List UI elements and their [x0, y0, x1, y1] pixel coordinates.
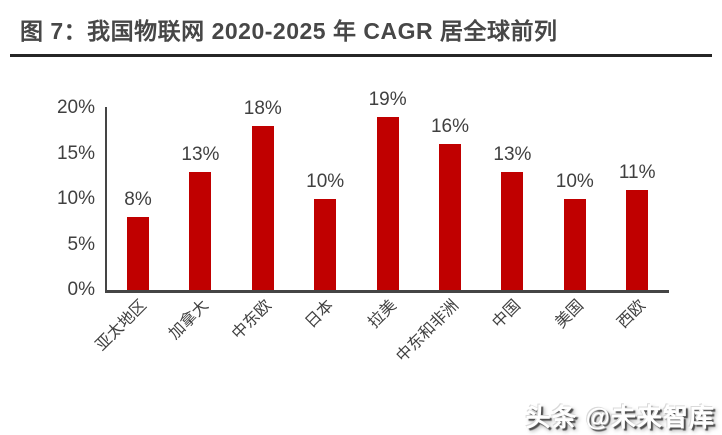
- y-tick-label: 10%: [56, 188, 95, 209]
- bar: [626, 189, 649, 290]
- bar: [563, 199, 586, 290]
- bar-value-label: 10%: [306, 171, 345, 192]
- y-tick-label: 20%: [56, 97, 95, 118]
- bar-value-label: 16%: [430, 116, 470, 138]
- figure-title: 图 7：我国物联网 2020-2025 年 CAGR 居全球前列: [20, 18, 558, 44]
- bar: [314, 199, 337, 290]
- x-tick-label: 西欧: [503, 297, 650, 332]
- bar-value-label: 18%: [243, 98, 282, 120]
- y-tick-label: 15%: [56, 142, 95, 164]
- bar: [189, 171, 212, 290]
- title-underline: [10, 54, 712, 57]
- bar-value-label: 13%: [181, 143, 220, 165]
- bar: [439, 144, 461, 290]
- bar-value-label: 8%: [124, 189, 152, 211]
- bar: [376, 117, 399, 290]
- bar-value-label: 19%: [368, 89, 407, 111]
- bar-value-label: 13%: [493, 143, 532, 165]
- watermark: 头条 @未来智库: [525, 404, 715, 432]
- bar: [251, 126, 274, 290]
- x-tick-label-text: 西欧: [614, 297, 650, 332]
- bar: [501, 171, 524, 290]
- bar-value-label: 10%: [555, 171, 594, 192]
- x-axis: [105, 290, 669, 293]
- bar-value-label: 11%: [618, 161, 656, 183]
- bar: [127, 217, 149, 290]
- y-tick-label: 0%: [67, 279, 95, 300]
- y-axis: [105, 107, 107, 293]
- y-tick-label: 5%: [67, 233, 95, 255]
